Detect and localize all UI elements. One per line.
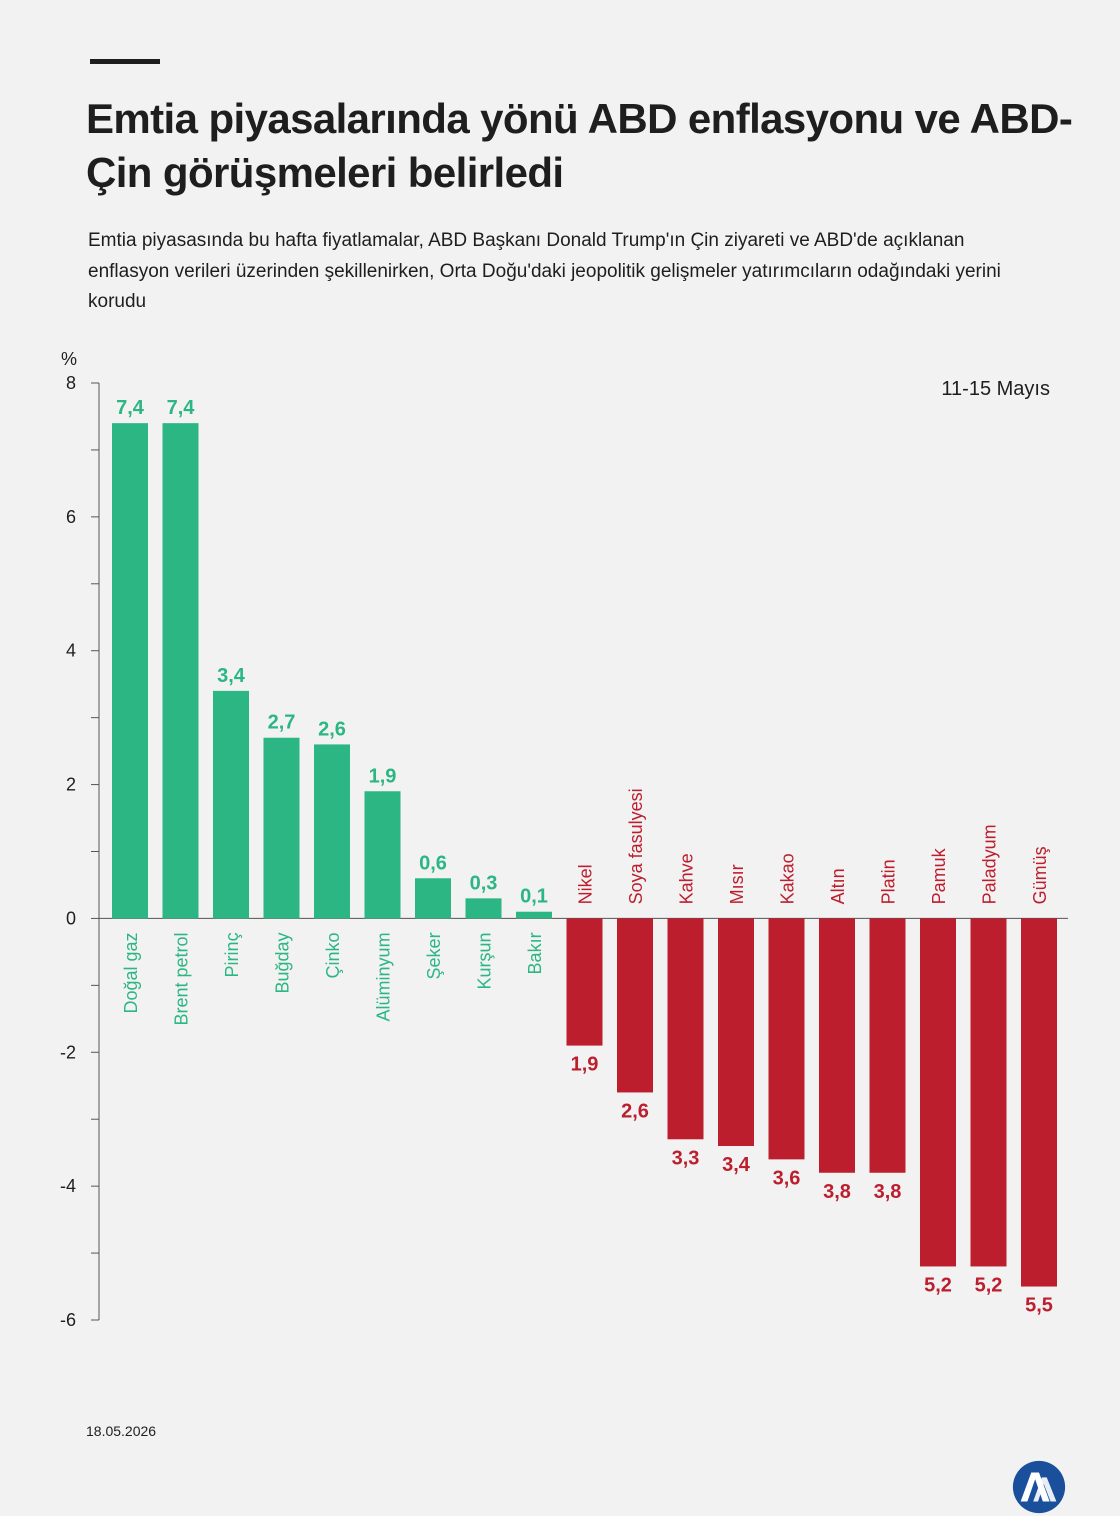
footer-date: 18.05.2026: [86, 1423, 157, 1439]
category-label: Doğal gaz: [121, 932, 141, 1013]
data-label: 3,4: [722, 1154, 751, 1176]
bar: [768, 918, 805, 1160]
category-label: Kurşun: [475, 932, 495, 989]
category-label: Gümüş: [1030, 846, 1050, 904]
bar: [667, 918, 704, 1140]
data-label: 3,6: [773, 1167, 801, 1189]
aa-logo-icon: [1012, 1460, 1066, 1514]
data-label: 2,7: [268, 712, 296, 734]
category-label: Kakao: [778, 853, 798, 904]
y-tick-label: -2: [60, 1042, 76, 1062]
page-subtitle: Emtia piyasasında bu hafta fiyatlamalar,…: [88, 230, 1001, 312]
data-label: 2,6: [621, 1100, 649, 1122]
category-label: Platin: [879, 859, 899, 904]
y-tick-label: 8: [66, 373, 76, 393]
bar: [364, 791, 401, 919]
bar: [819, 918, 855, 1173]
bar: [1021, 918, 1057, 1287]
data-label: 0,3: [470, 872, 498, 894]
chart-area: 11-15 Mayıs% 8 6 4 2 0 -2 -4 -6 7,4 Doğal gaz 7,4 Br…: [0, 330, 1120, 1350]
data-label: 7,4: [167, 397, 196, 419]
data-label: 1,9: [571, 1054, 599, 1076]
category-label: Kahve: [677, 853, 697, 904]
category-label: Buğday: [273, 932, 293, 993]
y-tick-label: 2: [66, 775, 76, 795]
bar: [465, 898, 502, 919]
y-axis-label: %: [61, 349, 77, 369]
data-label: 5,5: [1025, 1295, 1053, 1317]
data-label: 5,2: [924, 1274, 952, 1296]
y-tick-label: 6: [66, 507, 76, 527]
bar: [213, 690, 249, 919]
y-tick-label: -6: [60, 1310, 76, 1330]
bar: [314, 744, 350, 919]
category-label: Paladyum: [980, 824, 1000, 904]
data-label: 7,4: [116, 397, 145, 419]
data-label: 0,1: [520, 886, 548, 908]
bar: [516, 911, 552, 919]
y-tick-label: -4: [60, 1176, 76, 1196]
period-label: 11-15 Mayıs: [941, 378, 1050, 400]
page-title: Emtia piyasalarında yönü ABD enflasyonu …: [86, 95, 1073, 196]
category-label: Mısır: [727, 864, 747, 904]
bar: [617, 918, 653, 1093]
bar: [970, 918, 1007, 1267]
category-label: Alüminyum: [374, 932, 394, 1021]
bar: [162, 423, 199, 919]
data-label: 3,8: [823, 1181, 851, 1203]
data-label: 3,4: [217, 665, 246, 687]
data-label: 3,3: [672, 1147, 700, 1169]
category-label: Pamuk: [929, 847, 949, 904]
data-label: 0,6: [419, 852, 447, 874]
y-tick-label: 4: [66, 641, 76, 661]
data-label: 2,6: [318, 718, 346, 740]
top-rule: [90, 59, 160, 64]
bar-chart: 11-15 Mayıs% 8 6 4 2 0 -2 -4 -6 7,4 Doğal gaz 7,4 Br…: [60, 349, 1068, 1330]
bar: [869, 918, 906, 1173]
category-label: Çinko: [323, 932, 343, 978]
category-label: Pirinç: [222, 932, 242, 977]
bar: [112, 423, 148, 919]
y-tick-label: 0: [66, 908, 76, 928]
bar: [415, 878, 451, 919]
category-label: Bakır: [525, 932, 545, 974]
bar: [920, 918, 956, 1267]
data-label: 3,8: [874, 1181, 902, 1203]
category-label: Nikel: [576, 864, 596, 904]
bar: [718, 918, 754, 1146]
bar: [263, 737, 300, 919]
bar: [566, 918, 603, 1046]
category-label: Soya fasulyesi: [626, 788, 646, 904]
data-label: 5,2: [975, 1274, 1003, 1296]
data-label: 1,9: [369, 765, 397, 787]
category-label: Şeker: [424, 932, 444, 979]
category-label: Brent petrol: [172, 932, 192, 1025]
category-label: Altın: [828, 868, 848, 904]
